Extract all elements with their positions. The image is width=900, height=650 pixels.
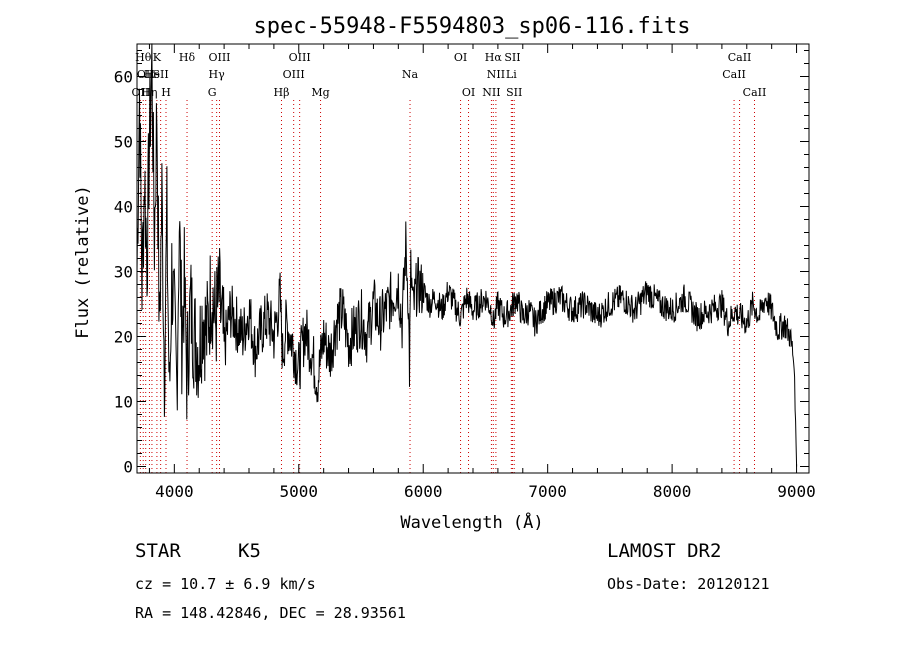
line-marker-label: NII xyxy=(482,86,500,99)
line-marker-label: Hθ xyxy=(135,51,152,64)
plot-frame xyxy=(136,43,810,474)
spectrum-series xyxy=(136,43,798,467)
chart-title: spec-55948-F5594803_sp06-116.fits xyxy=(253,14,690,39)
line-marker-label: SII xyxy=(504,51,520,64)
y-tick-label: 60 xyxy=(114,68,133,87)
line-marker-label: CaII xyxy=(728,51,752,64)
y-tick-label: 40 xyxy=(114,198,133,217)
x-axis-label: Wavelength (Å) xyxy=(400,511,543,533)
line-marker-label: Hβ xyxy=(274,86,290,99)
object-subclass: K5 xyxy=(238,540,261,562)
line-marker-label: CaII xyxy=(722,68,746,81)
x-tick-label: 5000 xyxy=(280,482,319,501)
line-marker-label: SII xyxy=(506,86,522,99)
line-marker-label: OIII xyxy=(283,68,305,81)
spectrum-line xyxy=(136,43,798,467)
x-tick-label: 7000 xyxy=(528,482,567,501)
y-tick-label: 10 xyxy=(114,393,133,412)
line-marker-label: OI xyxy=(454,51,467,64)
survey-name: LAMOST DR2 xyxy=(607,540,722,562)
y-tick-label: 50 xyxy=(114,133,133,152)
coordinates: RA = 148.42846, DEC = 28.93561 xyxy=(135,604,406,622)
obs-date: Obs-Date: 20120121 xyxy=(607,575,770,593)
line-marker-label: Mg xyxy=(311,86,329,99)
line-marker-label: OI xyxy=(462,86,475,99)
line-marker-label: Hα xyxy=(485,51,503,64)
line-marker-label: OIII xyxy=(289,51,311,64)
y-axis-label: Flux (relative) xyxy=(73,185,93,339)
cz-value: cz = 10.7 ± 6.9 km/s xyxy=(135,575,316,593)
line-marker-label: Li xyxy=(506,68,517,81)
line-marker-label: OIII xyxy=(208,51,230,64)
x-tick-label: 8000 xyxy=(653,482,692,501)
object-class: STAR xyxy=(135,540,181,562)
line-marker-label: SII xyxy=(153,68,169,81)
line-marker-label: CaII xyxy=(743,86,767,99)
line-marker-label: Hγ xyxy=(209,68,226,81)
line-marker-label: NII xyxy=(487,68,505,81)
y-tick-label: 30 xyxy=(114,263,133,282)
y-tick-label: 0 xyxy=(123,458,133,477)
y-axis-ticks: 0 10 20 30 40 50 60 xyxy=(114,50,809,477)
y-tick-label: 20 xyxy=(114,328,133,347)
x-tick-label: 4000 xyxy=(155,482,194,501)
x-axis-ticks: 4000 5000 6000 7000 8000 9000 xyxy=(148,44,816,501)
spectrum-chart: spec-55948-F5594803_sp06-116.fits OII Hθ O… xyxy=(73,14,816,533)
line-marker-label: H xyxy=(161,86,171,99)
line-marker-label: G xyxy=(208,86,217,99)
line-marker-label: OII xyxy=(132,86,150,99)
line-marker-label: Na xyxy=(402,68,419,81)
line-marker-label: K xyxy=(153,51,162,64)
x-tick-label: 9000 xyxy=(777,482,816,501)
x-tick-label: 6000 xyxy=(404,482,443,501)
line-marker-label: Hδ xyxy=(179,51,196,64)
